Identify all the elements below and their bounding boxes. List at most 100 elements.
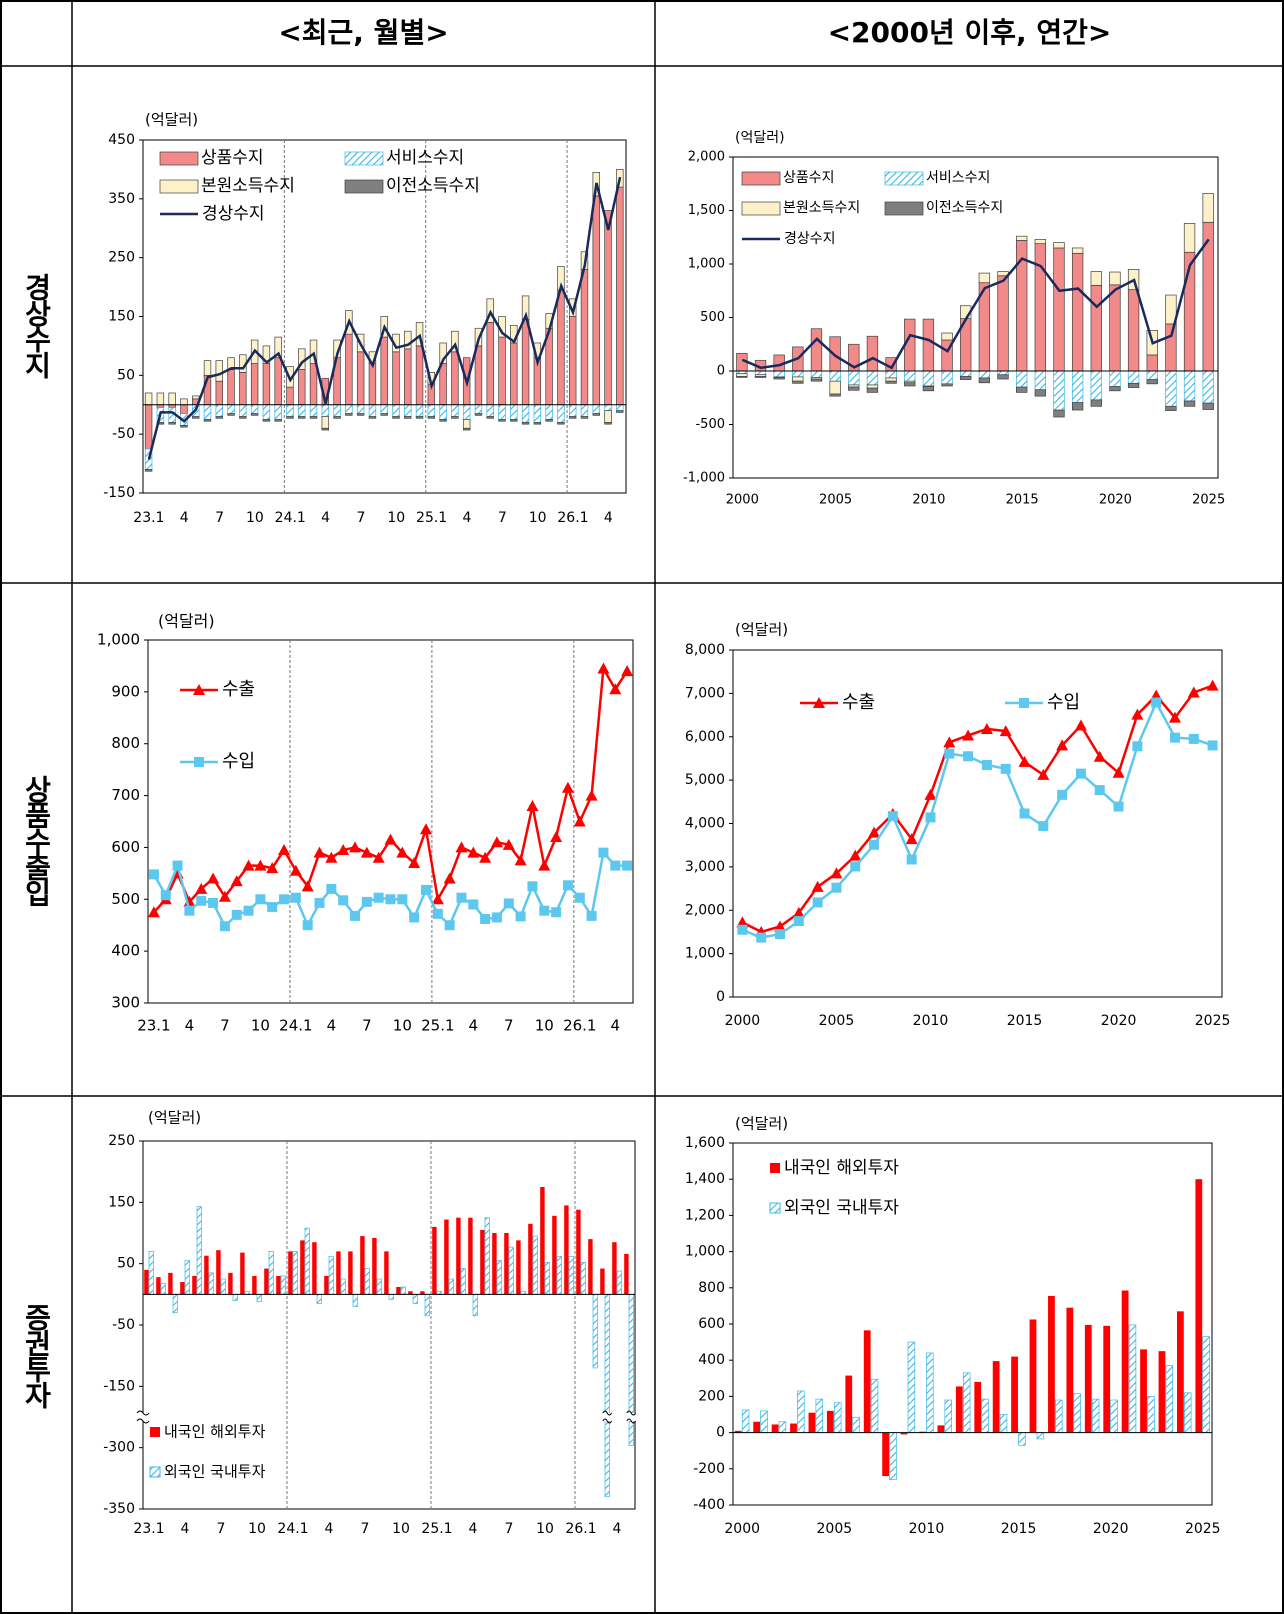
x-tick-label: 7 [215,510,224,526]
x-tick-label: 10 [251,1017,270,1035]
axis-break [626,1410,637,1416]
bar [227,404,235,414]
bar [286,404,294,417]
bar [516,1240,521,1295]
bar [180,404,188,414]
bar [192,1275,197,1295]
unit-label: (억달러) [735,621,788,639]
bar [992,1361,1000,1433]
marker [267,902,278,913]
bar [1183,370,1196,402]
row-label-cell: 상품수출입 [0,583,72,1096]
marker [313,846,326,858]
bar [286,386,294,406]
y-tick-label: 400 [111,942,140,960]
y-tick-label: -400 [693,1497,725,1513]
legend-label: 외국인 국내투자 [164,1463,266,1481]
marker [502,838,515,850]
bar [1011,1356,1018,1433]
marker [397,894,408,905]
bar [256,1293,262,1303]
marker [230,875,243,887]
line [741,238,1210,370]
y-tick-label: -350 [103,1501,135,1517]
bar [415,345,424,406]
marker [193,684,205,695]
marker [467,846,480,858]
marker [573,815,586,827]
bar [545,404,553,420]
unit-label: (억달러) [735,1115,788,1133]
bar [1165,323,1177,372]
marker [408,856,421,868]
bar [168,422,176,425]
bar [250,404,259,414]
bar [192,416,200,419]
x-tick-label: 2000 [725,1013,761,1029]
bar [592,404,600,414]
y-tick-label: 150 [108,1194,135,1210]
bar [1127,289,1140,372]
x-tick-label: 2000 [724,1521,760,1537]
x-tick-label: 4 [181,1521,190,1537]
bar [486,404,494,417]
bar [1034,370,1046,391]
legend-swatch [741,201,781,216]
bar [262,404,271,420]
x-tick-label: 2020 [1099,493,1132,508]
bar [1018,1432,1026,1446]
bar [885,377,897,382]
bar [588,1239,593,1295]
marker [1038,821,1049,832]
bar [568,316,577,406]
y-tick-label: -500 [695,417,725,432]
bar [504,1233,509,1295]
bar [848,386,860,391]
marker [774,920,787,932]
x-tick-label: 4 [613,1521,622,1537]
bar [262,419,271,422]
x-tick-label: 7 [217,1521,226,1537]
bar [1071,402,1084,411]
bar [160,1282,166,1295]
bar [496,1260,502,1295]
marker [526,799,539,811]
bar [364,1268,370,1295]
marker [184,905,195,916]
bar [557,289,565,406]
bar [348,1251,353,1295]
marker [266,862,279,874]
bar [321,427,330,431]
bar [472,1293,478,1317]
bar [345,404,353,414]
marker [279,894,290,905]
bar [882,1432,890,1477]
y-tick-label: 450 [108,132,135,148]
bar [196,1206,202,1295]
bar [510,342,518,406]
legend-swatch [884,171,924,186]
line [741,684,1214,934]
bar [309,416,318,419]
bar [148,1251,154,1295]
bar [533,422,542,425]
marker [1074,719,1087,731]
legend-label: 상품수지 [783,170,835,186]
bar [754,376,767,378]
marker [1187,686,1200,698]
legend-swatch [770,1163,780,1173]
marker [338,895,349,906]
bar [180,424,188,428]
bar [1048,1295,1055,1433]
legend-label: 수입 [1047,692,1080,713]
legend-swatch [159,151,199,166]
bar [1158,1351,1166,1433]
bar [439,342,447,364]
bar [1053,409,1065,418]
marker [147,906,160,918]
marker [515,911,526,922]
bar [168,392,176,406]
bar [474,345,483,406]
marker [194,757,204,767]
bar [380,404,388,414]
